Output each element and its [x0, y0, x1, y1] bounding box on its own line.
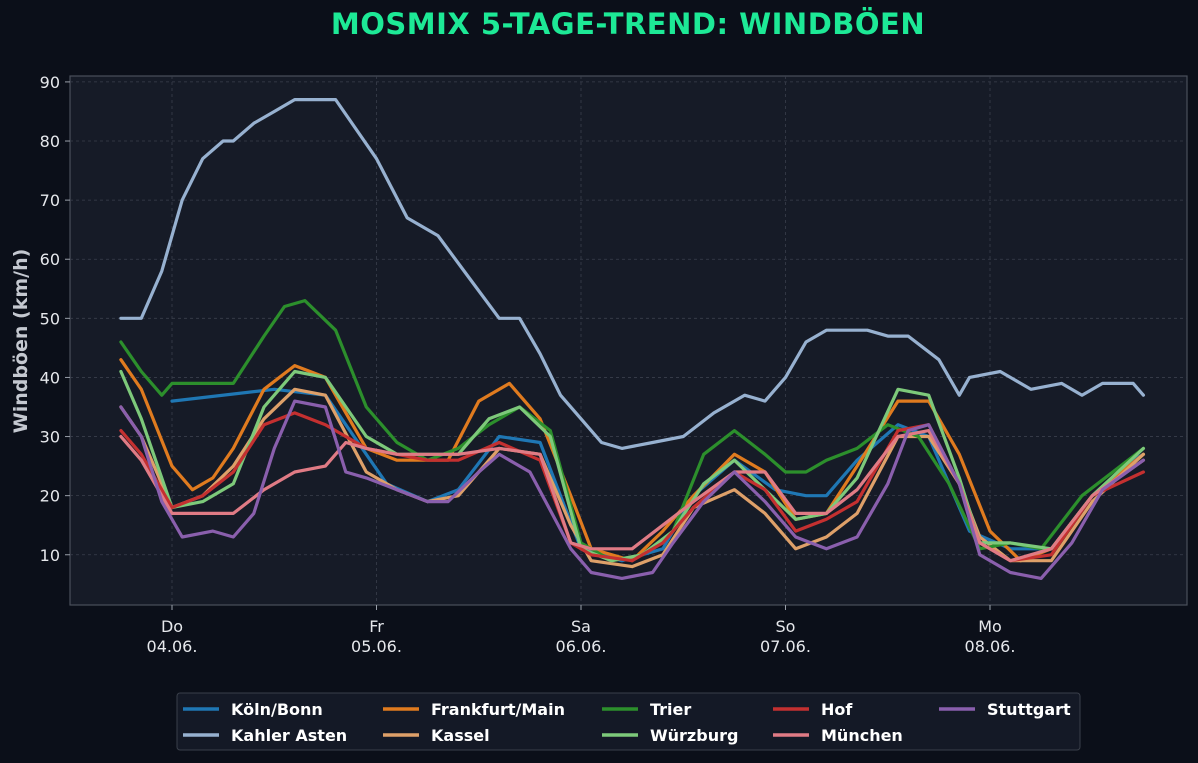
plot-area: [69, 75, 1188, 606]
y-tick-label: 90: [40, 73, 60, 92]
x-tick-label: Sa 06.06.: [556, 617, 607, 656]
legend-label: Hof: [821, 700, 853, 719]
y-axis-label: Windböen (km/h): [10, 249, 32, 434]
y-tick-label: 70: [40, 191, 60, 210]
chart-title: MOSMIX 5-TAGE-TREND: WINDBÖEN: [331, 7, 925, 41]
y-tick-label: 80: [40, 132, 60, 151]
series-line-5: [119, 369, 1145, 563]
x-tick-label: So 07.06.: [760, 617, 811, 656]
x-tick-label: Fr 05.06.: [351, 617, 402, 656]
legend-label: Frankfurt/Main: [431, 700, 565, 719]
x-axis-ticks: Do 04.06. Fr 05.06. Sa 06.06. So 07.06. Mo 08.06.: [147, 605, 1016, 656]
y-tick-label: 30: [40, 428, 60, 447]
y-tick-label: 50: [40, 309, 60, 328]
series-lines: [119, 98, 1145, 580]
legend-label: Kahler Asten: [231, 726, 347, 745]
series-line-1: [119, 98, 1145, 450]
legend-label: Trier: [650, 700, 691, 719]
legend-label: Stuttgart: [987, 700, 1071, 719]
x-tick-label: Do 04.06.: [147, 617, 198, 656]
series-line-4: [119, 299, 1145, 563]
y-tick-label: 10: [40, 546, 60, 565]
y-axis-ticks: 10 20 30 40 50 60 70 80 90: [40, 73, 70, 565]
legend: Köln/Bonn Kahler Asten Frankfurt/Main Kasse…: [176, 692, 1081, 751]
y-tick-label: 60: [40, 250, 60, 269]
legend-label: München: [821, 726, 903, 745]
series-line-2: [119, 358, 1145, 563]
legend-label: Würzburg: [650, 726, 738, 745]
x-tick-label: Mo 08.06.: [965, 617, 1016, 656]
legend-label: Kassel: [431, 726, 490, 745]
legend-label: Köln/Bonn: [231, 700, 323, 719]
y-tick-label: 20: [40, 487, 60, 506]
series-line-8: [119, 399, 1145, 580]
y-tick-label: 40: [40, 368, 60, 387]
